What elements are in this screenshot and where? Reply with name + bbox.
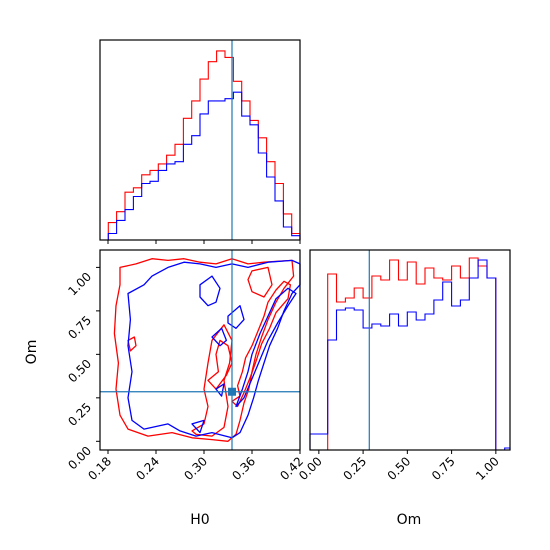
contour-series-1-level-5	[127, 336, 137, 352]
histogram-H0-panel	[99, 39, 301, 244]
om-hist-xtick-label-2: 0.50	[385, 454, 414, 483]
om-hist-xtick-label-1: 0.25	[340, 454, 369, 483]
om-hist-xtick-label-4: 1.00	[473, 454, 502, 483]
h0-hist-series-2-step	[100, 91, 301, 241]
contour-frame	[99, 249, 301, 451]
contour-y-label: Om	[24, 340, 40, 365]
contour-xtick-label-1: 0.24	[133, 454, 162, 483]
contour-x-label: H0	[190, 512, 209, 528]
contour-xtick-label-2: 0.30	[181, 454, 210, 483]
contour-series-2-level-5	[215, 383, 225, 397]
om-hist-series-1-step	[310, 257, 510, 451]
contour-ytick-label-4: 1.00	[65, 270, 94, 299]
contour-series-2-level-7	[235, 287, 297, 408]
h0-hist-frame	[99, 39, 301, 241]
contour-series-2-level-3	[227, 305, 245, 329]
contour-series-2-level-2	[199, 275, 221, 307]
contour-series-1-level-4	[247, 266, 273, 298]
contour-series-2-level-6	[191, 419, 205, 434]
contour-H0-Om-panel: 0.18 0.24 0.30 0.36 0.420.000.250.500.751.00	[65, 249, 306, 483]
contour-series-2-level-4	[211, 327, 228, 347]
contour-series-1-level-6	[231, 280, 292, 408]
contour-truth-marker	[228, 387, 236, 396]
contour-xtick-label-3: 0.36	[229, 454, 258, 483]
om-hist-frame	[309, 249, 511, 451]
h0-hist-series-1-step	[100, 50, 301, 241]
contour-ytick-label-2: 0.50	[65, 357, 94, 386]
om-hist-xtick-label-3: 0.75	[429, 454, 458, 483]
om-hist-x-label: Om	[397, 512, 422, 528]
contour-ytick-label-1: 0.25	[65, 400, 94, 429]
contour-series-1-level-3	[207, 339, 233, 390]
contour-series-2-level-1	[127, 259, 301, 439]
contour-xtick-label-0: 0.18	[85, 454, 114, 483]
om-hist-series-2-step	[309, 259, 511, 451]
contour-ytick-label-3: 0.75	[65, 313, 94, 342]
histogram-Om-panel: 0.00 0.25 0.50 0.75 1.00	[296, 249, 511, 483]
